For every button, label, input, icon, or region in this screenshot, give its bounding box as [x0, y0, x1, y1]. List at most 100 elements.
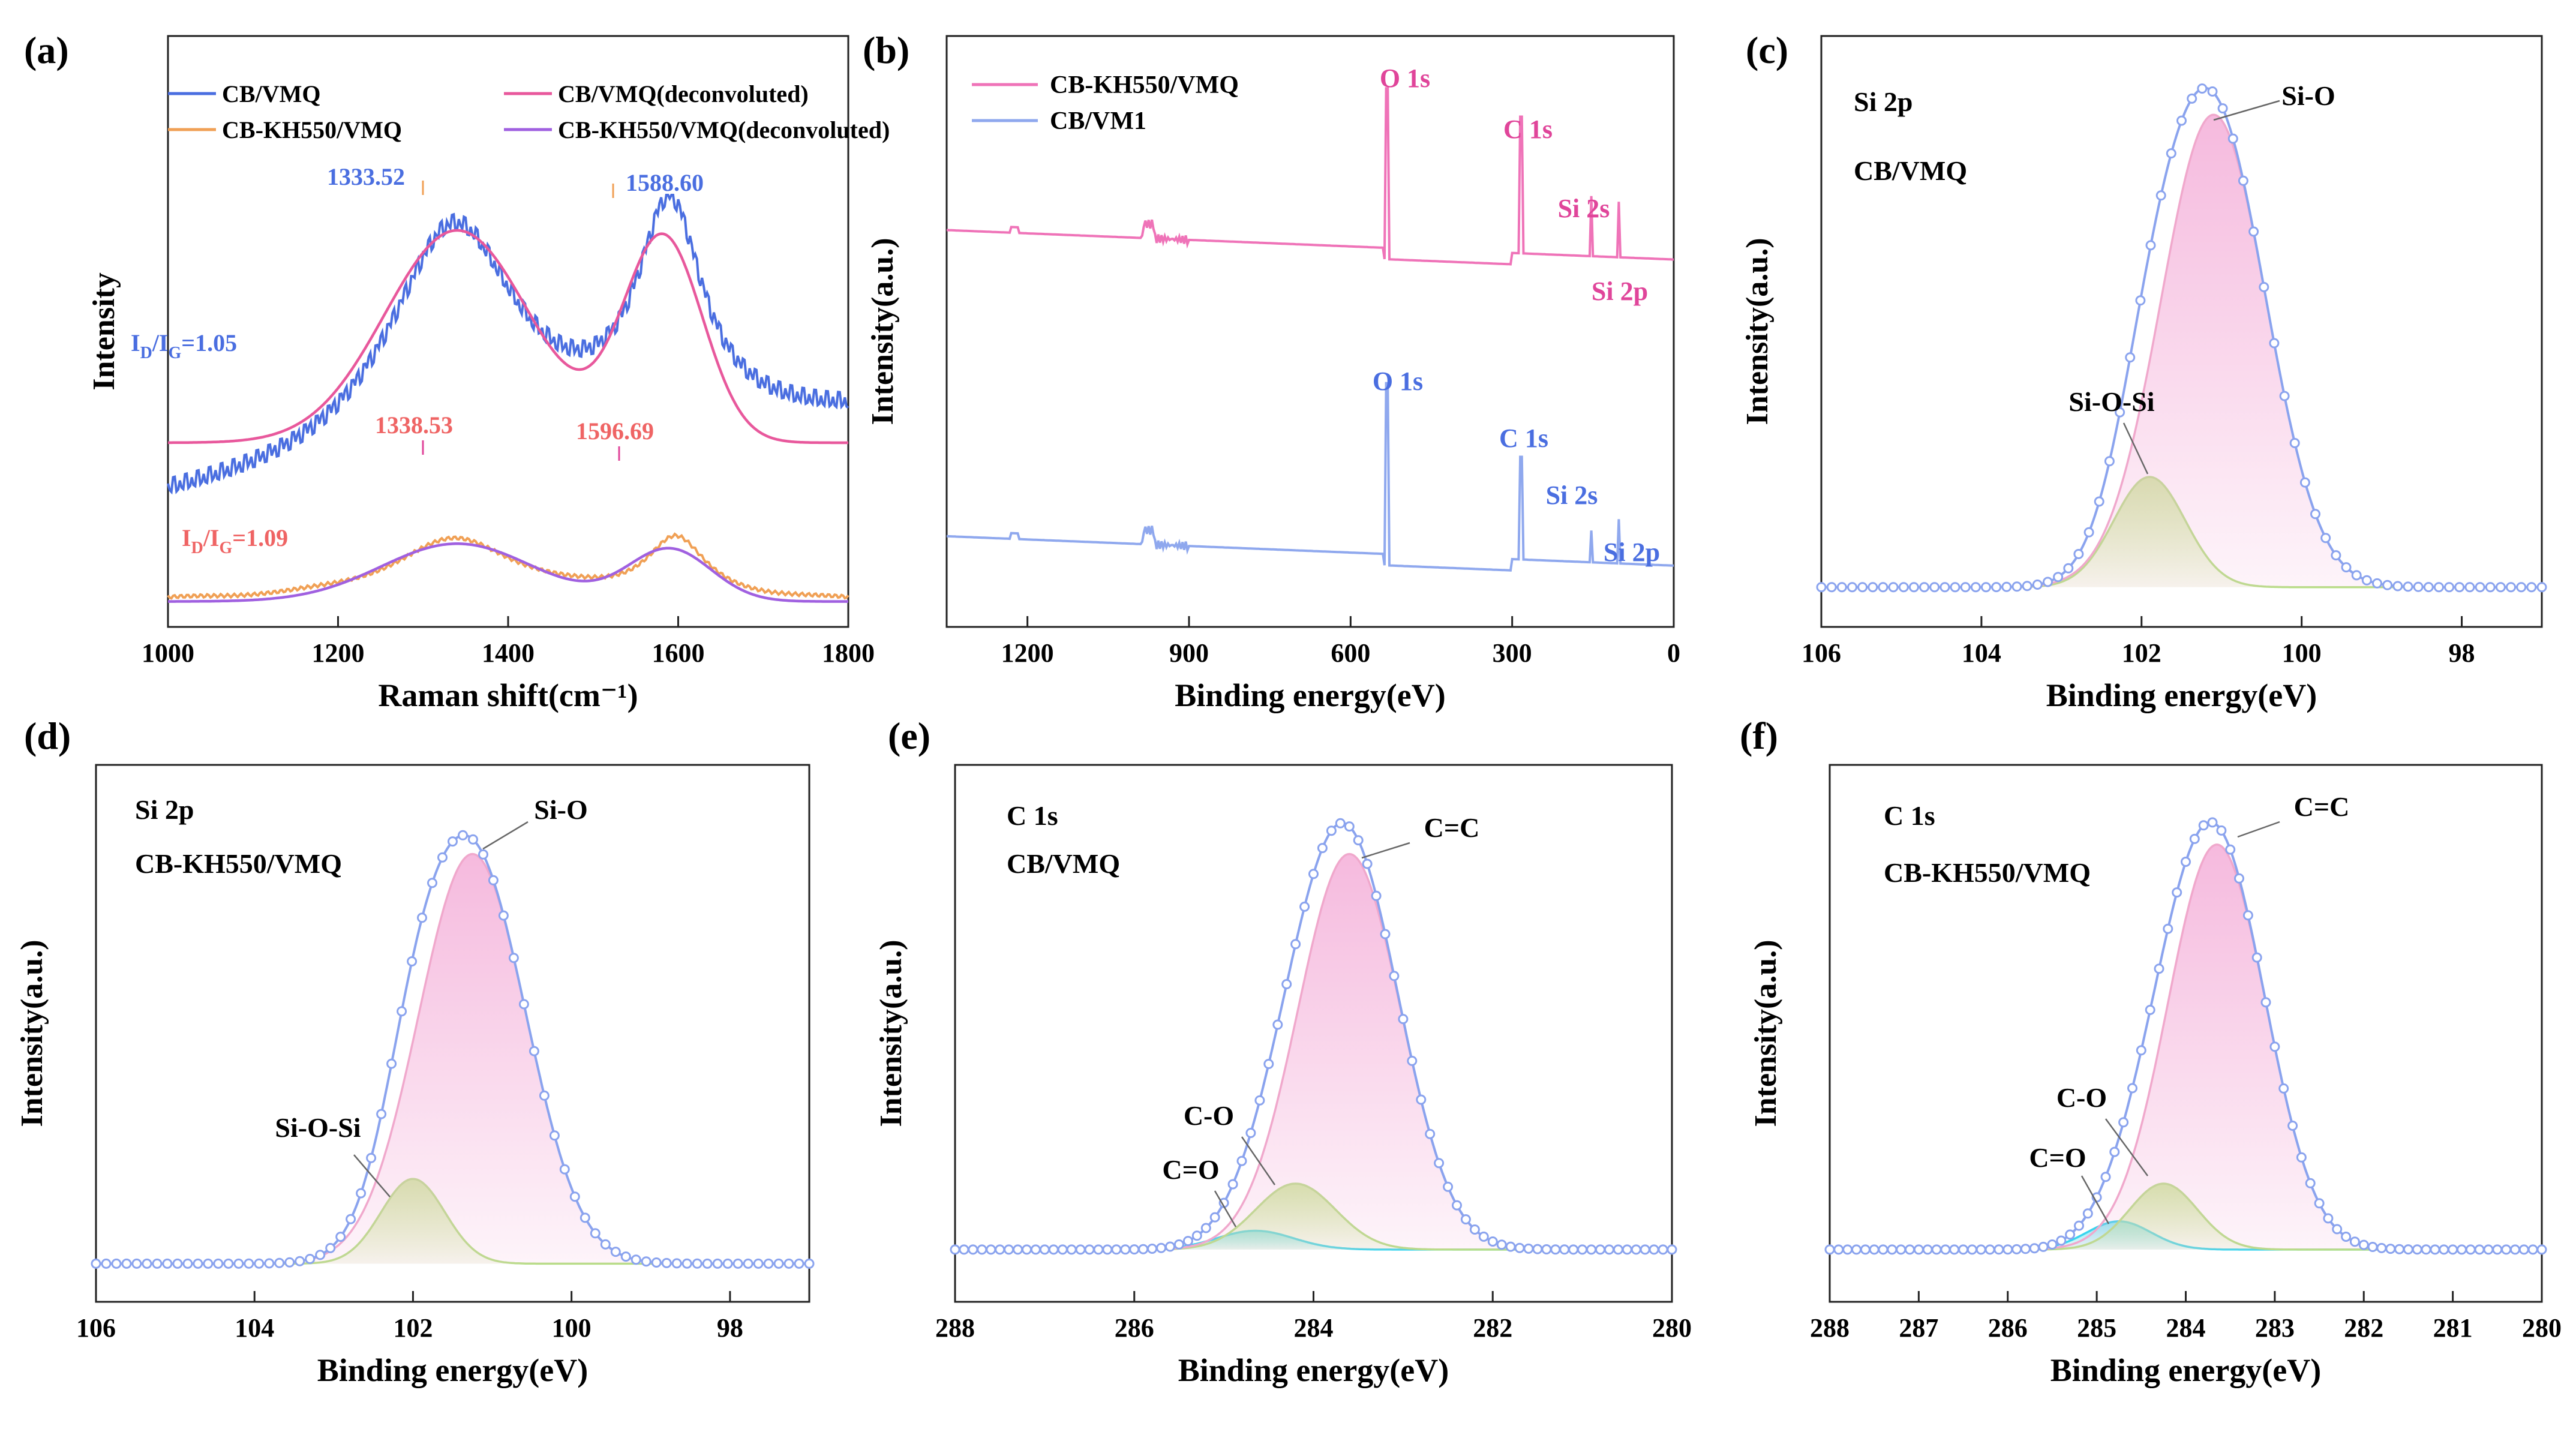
- component-label: C=O: [2029, 1142, 2086, 1173]
- data-point: [2382, 580, 2393, 590]
- data-point: [2536, 1244, 2547, 1255]
- data-point: [2430, 1244, 2440, 1255]
- x-tick-label: 600: [1331, 638, 1370, 668]
- data-point: [620, 1251, 631, 1262]
- x-axis-label: Raman shift(cm⁻¹): [378, 677, 638, 713]
- data-point: [2279, 391, 2290, 401]
- data-point: [641, 1256, 651, 1267]
- data-point: [1649, 1244, 1659, 1255]
- data-point: [2082, 1208, 2093, 1219]
- data-point: [2242, 910, 2253, 921]
- ratio-part: D: [140, 344, 152, 362]
- data-point: [1922, 1244, 1933, 1255]
- data-point: [1981, 582, 1991, 593]
- data-point: [1993, 1244, 2004, 1255]
- data-point: [2351, 570, 2362, 581]
- data-point: [2341, 562, 2352, 573]
- x-tick-label: 104: [1962, 638, 2001, 668]
- data-point: [366, 1152, 377, 1163]
- data-point: [2163, 923, 2173, 934]
- peak-label: 1333.52: [327, 163, 405, 190]
- data-point: [121, 1258, 132, 1269]
- component-label: Si-O: [534, 794, 587, 825]
- data-point: [610, 1247, 621, 1257]
- leader-line: [2122, 422, 2149, 475]
- data-point: [1236, 1155, 1247, 1166]
- data-point: [681, 1258, 692, 1269]
- data-point: [2506, 582, 2516, 593]
- data-point: [2115, 407, 2125, 418]
- data-point: [2022, 581, 2032, 592]
- x-axis-label: Binding energy(eV): [1178, 1352, 1449, 1388]
- legend-entry: CB-KH550/VMQ(deconvoluted): [558, 116, 890, 143]
- data-point: [131, 1258, 142, 1269]
- data-point: [2125, 352, 2136, 363]
- panel-label: (a): [24, 29, 69, 71]
- data-point: [549, 1130, 560, 1141]
- data-point: [1111, 1244, 1122, 1255]
- data-point: [1254, 1095, 1265, 1106]
- data-point: [2038, 1241, 2049, 1252]
- leader-line: [1241, 1136, 1276, 1185]
- data-point: [2394, 1244, 2405, 1254]
- data-point: [1398, 1014, 1409, 1025]
- data-point: [111, 1258, 122, 1269]
- data-point: [2287, 1121, 2298, 1131]
- data-point: [763, 1258, 774, 1269]
- panel-label: (c): [1746, 29, 1788, 71]
- data-point: [2323, 1213, 2334, 1224]
- data-point: [2063, 563, 2074, 574]
- x-tick-label: 285: [2077, 1313, 2116, 1343]
- data-point: [1129, 1244, 1140, 1255]
- data-point: [2448, 1244, 2458, 1255]
- component-fill: [1821, 115, 2542, 587]
- data-point: [2385, 1244, 2396, 1254]
- data-point: [1004, 1244, 1014, 1255]
- data-point: [1039, 1244, 1050, 1255]
- component-label: Si-O: [2281, 80, 2335, 111]
- data-point: [2259, 282, 2269, 292]
- ratio-part: G: [220, 539, 233, 557]
- data-point: [2234, 873, 2244, 884]
- data-point: [1353, 835, 1364, 846]
- data-point: [2320, 533, 2331, 544]
- peak-label: O 1s: [1380, 64, 1430, 93]
- data-point: [2474, 1244, 2485, 1255]
- data-point: [743, 1258, 753, 1269]
- x-tick-label: 98: [2449, 638, 2475, 668]
- data-point: [518, 999, 529, 1010]
- ratio-part: =1.09: [232, 524, 288, 551]
- data-point: [2136, 1045, 2146, 1056]
- data-point: [559, 1164, 570, 1175]
- data-point: [569, 1191, 580, 1202]
- data-point: [1857, 582, 1868, 593]
- data-point: [2251, 952, 2262, 963]
- peak-label: 1596.69: [576, 418, 654, 445]
- data-point: [1958, 1244, 1969, 1255]
- data-point: [2367, 1242, 2378, 1252]
- data-point: [580, 1212, 590, 1223]
- series-cb-vmq: [167, 194, 849, 495]
- data-point: [1919, 582, 1930, 593]
- ratio-part: I: [182, 524, 191, 551]
- data-point: [1093, 1244, 1104, 1255]
- data-point: [2011, 581, 2022, 592]
- data-point: [1931, 1244, 1942, 1255]
- panel-e: (e) 288 286 284 282 280 Binding energy(eV) Inte…: [874, 715, 1692, 1388]
- data-point: [995, 1244, 1005, 1255]
- data-point: [2056, 1235, 2067, 1246]
- data-point: [1622, 1244, 1632, 1255]
- data-point: [335, 1232, 346, 1242]
- ratio-part: I: [131, 329, 140, 356]
- x-tick-label: 1800: [822, 638, 875, 668]
- data-point: [1487, 1236, 1498, 1247]
- data-point: [2118, 1117, 2129, 1128]
- peak-label: 1338.53: [375, 412, 453, 439]
- data-point: [2332, 1224, 2343, 1235]
- data-point: [2433, 582, 2444, 593]
- data-point: [2198, 820, 2209, 831]
- data-point: [1550, 1244, 1561, 1255]
- data-point: [600, 1239, 611, 1250]
- data-point: [2011, 1244, 2022, 1254]
- data-point: [233, 1258, 244, 1269]
